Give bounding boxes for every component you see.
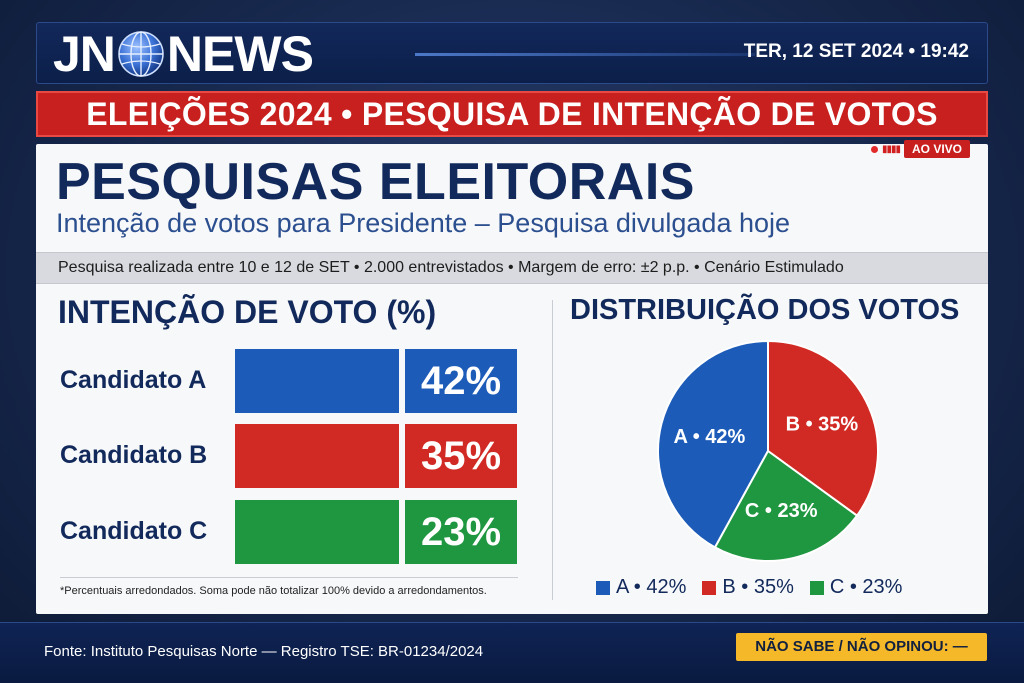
content-card: ▮▮▮▮ AO VIVO PESQUISAS ELEITORAIS Intenç… — [36, 140, 988, 614]
legend-label-c: C • 23% — [829, 576, 903, 598]
live-indicator: ▮▮▮▮ AO VIVO — [870, 140, 970, 158]
legend-label-a: A • 42% — [616, 576, 687, 598]
candidate-label-b: Candidato B — [60, 441, 208, 469]
legend-item-c: C • 23% — [809, 576, 903, 599]
page-title: PESQUISAS ELEITORAIS — [56, 153, 695, 211]
legend-label-b: B • 35% — [722, 576, 794, 598]
bottom-bar: Fonte: Instituto Pesquisas Norte — Regis… — [0, 622, 1024, 683]
pie-slice-a — [657, 339, 769, 549]
pie-chart: A • 42% B • 35% C • 23% — [657, 339, 879, 562]
candidate-label-a: Candidato A — [60, 366, 207, 394]
pie-label-b: B • 35% — [786, 414, 859, 436]
pie-slice-c — [713, 449, 859, 562]
bar-value-a: 42% — [405, 349, 517, 413]
bar-value-b: 35% — [405, 424, 517, 488]
globe-icon — [118, 31, 164, 77]
legend-swatch-a — [596, 580, 610, 595]
source-text: Fonte: Instituto Pesquisas Norte — Regis… — [44, 643, 484, 660]
bar-c — [235, 500, 399, 564]
pie-chart-title: DISTRIBUIÇÃO DOS VOTOS — [570, 294, 960, 326]
live-dot-icon — [870, 145, 878, 153]
footnote-divider — [60, 577, 518, 578]
pie-label-c: C • 23% — [745, 500, 818, 522]
section-divider — [552, 300, 553, 600]
pie-legend: A • 42% B • 35% C • 23% — [596, 576, 902, 599]
datetime: TER, 12 SET 2024 • 19:42 — [743, 41, 969, 62]
undecided-badge: NÃO SABE / NÃO OPINOU: — — [736, 633, 987, 661]
header-accent-line — [415, 53, 755, 56]
logo-text-left: JN — [53, 26, 116, 82]
footnote: *Percentuais arredondados. Soma pode não… — [60, 585, 487, 597]
top-bar: JN NEWS TER, 12 SET 2024 • 19:42 — [36, 22, 988, 84]
legend-swatch-b — [702, 580, 717, 595]
bar-a — [235, 349, 399, 413]
bar-b — [235, 424, 399, 488]
legend-item-a: A • 42% — [596, 576, 686, 599]
legend-swatch-c — [809, 580, 824, 595]
signal-bars-icon: ▮▮▮▮ — [881, 143, 901, 155]
headline-banner: ELEIÇÕES 2024 • PESQUISA DE INTENÇÃO DE … — [36, 91, 988, 137]
bar-chart: INTENÇÃO DE VOTO (%) Candidato A 42% Candi… — [36, 144, 552, 614]
pie-label-a: A • 42% — [673, 426, 745, 448]
candidate-label-c: Candidato C — [60, 517, 208, 545]
bar-chart-title: INTENÇÃO DE VOTO (%) — [58, 294, 437, 330]
legend-item-b: B • 35% — [702, 576, 794, 599]
logo: JN NEWS — [53, 26, 314, 82]
pie-slice-b — [767, 339, 879, 518]
page-subtitle: Intenção de votos para Presidente – Pesq… — [56, 208, 791, 238]
live-badge: AO VIVO — [903, 140, 970, 158]
survey-info-strip: Pesquisa realizada entre 10 e 12 de SET … — [36, 252, 988, 284]
logo-text-right: NEWS — [166, 26, 314, 82]
bar-value-c: 23% — [405, 500, 517, 564]
